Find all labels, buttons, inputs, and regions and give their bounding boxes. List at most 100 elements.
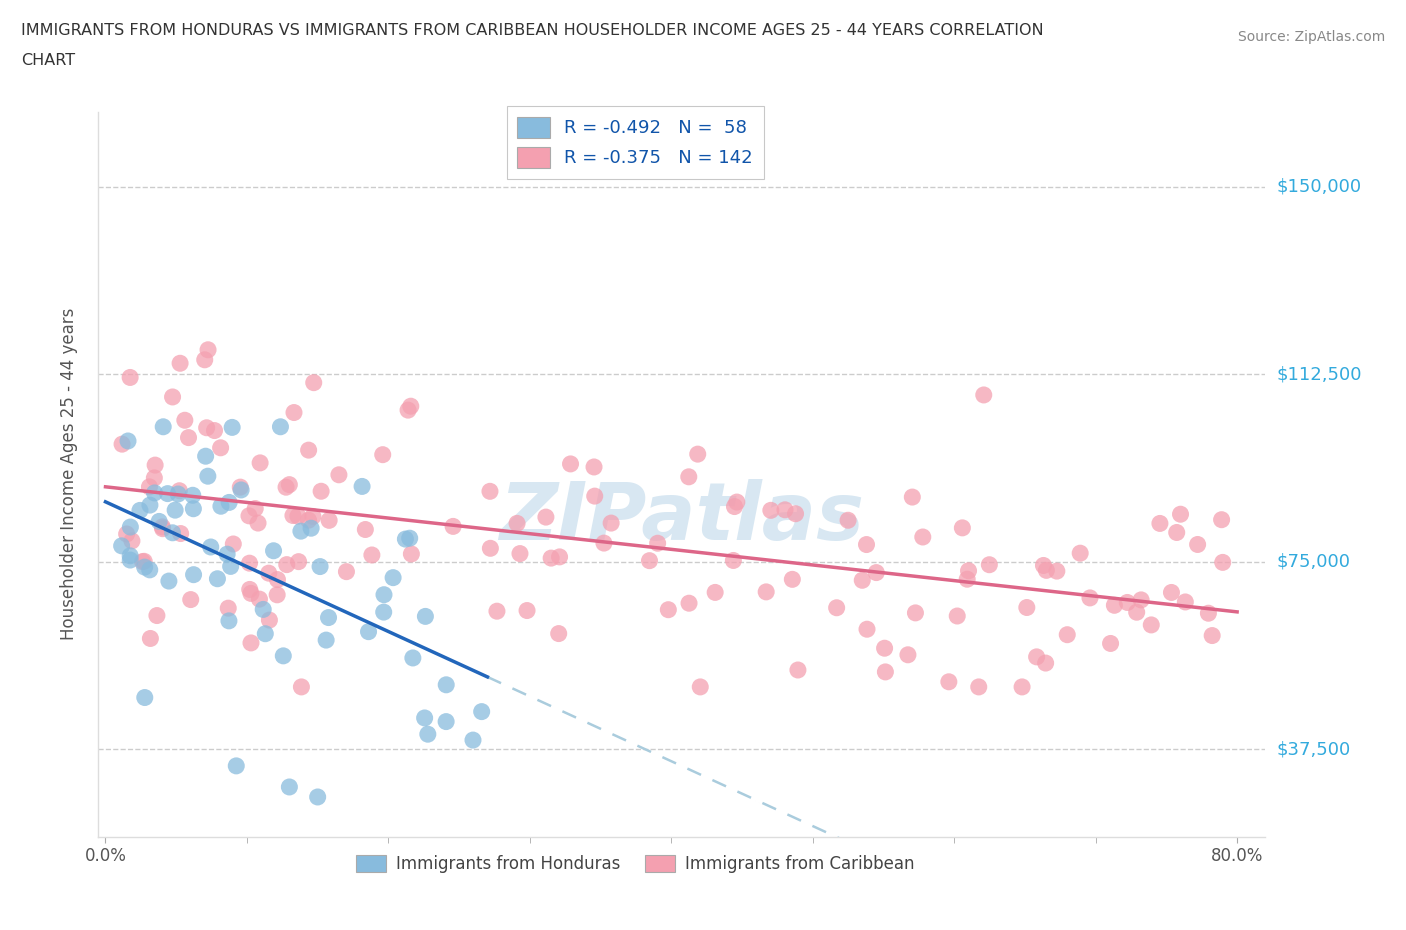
- Point: [162, 390, 184, 405]
- Point: [239, 586, 262, 601]
- Point: [266, 572, 288, 587]
- Point: [1197, 605, 1219, 620]
- Point: [146, 608, 169, 623]
- Point: [167, 486, 190, 501]
- Point: [259, 613, 281, 628]
- Point: [249, 456, 271, 471]
- Point: [222, 537, 245, 551]
- Point: [1160, 585, 1182, 600]
- Point: [415, 609, 437, 624]
- Point: [352, 479, 374, 494]
- Point: [583, 488, 606, 503]
- Point: [229, 480, 252, 495]
- Point: [593, 536, 616, 551]
- Point: [1035, 656, 1057, 671]
- Point: [1056, 627, 1078, 642]
- Point: [401, 547, 423, 562]
- Point: [120, 520, 142, 535]
- Point: [1130, 592, 1153, 607]
- Point: [283, 405, 305, 420]
- Point: [177, 431, 200, 445]
- Point: [851, 573, 873, 588]
- Point: [479, 541, 502, 556]
- Point: [111, 538, 134, 553]
- Point: [413, 711, 436, 725]
- Point: [207, 571, 229, 586]
- Point: [1211, 512, 1233, 527]
- Point: [290, 524, 312, 538]
- Point: [1166, 525, 1188, 540]
- Point: [281, 508, 304, 523]
- Point: [197, 342, 219, 357]
- Point: [287, 509, 309, 524]
- Text: $75,000: $75,000: [1277, 552, 1351, 571]
- Point: [225, 759, 247, 774]
- Point: [360, 548, 382, 563]
- Point: [875, 664, 897, 679]
- Point: [657, 603, 679, 618]
- Point: [165, 503, 187, 518]
- Point: [180, 592, 202, 607]
- Text: IMMIGRANTS FROM HONDURAS VS IMMIGRANTS FROM CARIBBEAN HOUSEHOLDER INCOME AGES 25: IMMIGRANTS FROM HONDURAS VS IMMIGRANTS F…: [21, 23, 1043, 38]
- Point: [290, 680, 312, 695]
- Text: Source: ZipAtlas.com: Source: ZipAtlas.com: [1237, 30, 1385, 44]
- Point: [276, 557, 298, 572]
- Point: [263, 543, 285, 558]
- Point: [1125, 604, 1147, 619]
- Point: [434, 677, 457, 692]
- Point: [315, 632, 337, 647]
- Point: [239, 582, 262, 597]
- Point: [218, 495, 240, 510]
- Point: [318, 610, 340, 625]
- Point: [194, 352, 217, 367]
- Point: [441, 519, 464, 534]
- Point: [143, 485, 166, 500]
- Point: [302, 375, 325, 390]
- Point: [252, 602, 274, 617]
- Point: [309, 484, 332, 498]
- Point: [266, 588, 288, 603]
- Point: [897, 647, 920, 662]
- Point: [382, 570, 405, 585]
- Point: [152, 521, 174, 536]
- Point: [197, 469, 219, 484]
- Text: ZIPatlas: ZIPatlas: [499, 479, 865, 557]
- Point: [938, 674, 960, 689]
- Point: [704, 585, 727, 600]
- Point: [394, 532, 416, 547]
- Point: [247, 515, 270, 530]
- Point: [485, 604, 508, 618]
- Point: [169, 356, 191, 371]
- Point: [335, 565, 357, 579]
- Point: [238, 509, 260, 524]
- Point: [120, 552, 142, 567]
- Point: [461, 733, 484, 748]
- Point: [269, 419, 291, 434]
- Point: [173, 413, 195, 428]
- Text: CHART: CHART: [21, 53, 75, 68]
- Point: [328, 468, 350, 483]
- Point: [725, 495, 748, 510]
- Point: [904, 605, 927, 620]
- Point: [183, 567, 205, 582]
- Point: [111, 437, 134, 452]
- Point: [873, 641, 896, 656]
- Point: [238, 556, 260, 571]
- Point: [396, 403, 419, 418]
- Point: [1099, 636, 1122, 651]
- Point: [138, 480, 160, 495]
- Point: [516, 603, 538, 618]
- Point: [302, 509, 325, 524]
- Point: [1035, 563, 1057, 578]
- Point: [156, 486, 179, 501]
- Point: [115, 526, 138, 541]
- Point: [129, 503, 152, 518]
- Point: [1187, 537, 1209, 551]
- Point: [162, 525, 184, 540]
- Point: [371, 447, 394, 462]
- Point: [540, 551, 562, 565]
- Point: [534, 510, 557, 525]
- Point: [1011, 680, 1033, 695]
- Point: [946, 608, 969, 623]
- Point: [1170, 507, 1192, 522]
